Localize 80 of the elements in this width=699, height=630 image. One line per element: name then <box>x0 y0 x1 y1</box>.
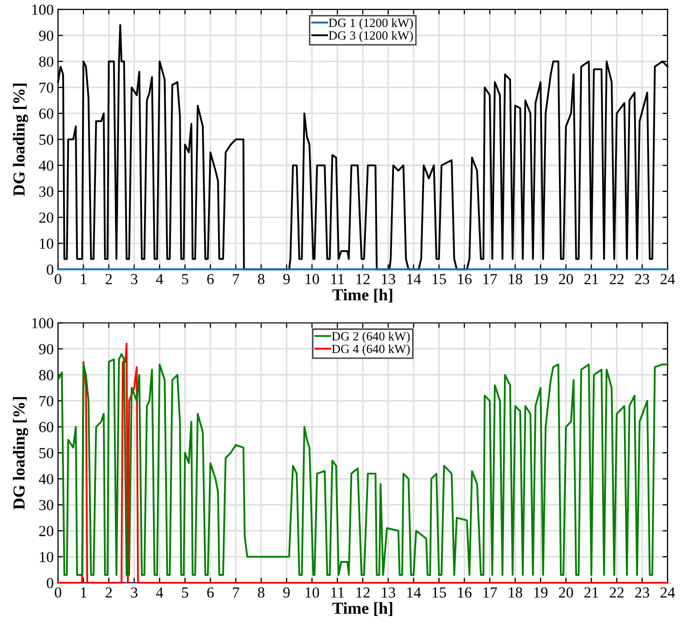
x-tick-label: 3 <box>131 274 138 284</box>
x-tick-label: 7 <box>232 588 240 598</box>
y-tick-label: 90 <box>39 344 54 354</box>
x-tick-label: 0 <box>54 274 62 284</box>
x-tick-label: 5 <box>182 588 188 598</box>
x-tick-label: 11 <box>331 587 344 598</box>
x-tick-label: 9 <box>283 587 290 598</box>
y-tick-label: 100 <box>32 318 54 328</box>
y-tick-label: 90 <box>39 30 54 41</box>
x-tick-label: 19 <box>534 587 548 598</box>
y-tick-label: 10 <box>40 552 54 562</box>
y-tick-label: 0 <box>46 264 54 275</box>
x-tick-label: 10 <box>306 587 320 598</box>
x-tick-label: 3 <box>131 587 138 598</box>
x-tick-label: 1 <box>80 587 86 598</box>
y-tick-label: 70 <box>40 82 54 93</box>
x-tick-label: 5 <box>182 274 188 284</box>
x-tick-label: 21 <box>584 587 598 598</box>
x-tick-label: 4 <box>156 587 164 598</box>
y-tick-label: 20 <box>39 212 54 223</box>
y-axis-title: DG loading [%] <box>12 84 28 196</box>
x-tick-label: 16 <box>458 274 472 284</box>
x-tick-label: 21 <box>584 274 598 284</box>
x-tick-label: 6 <box>207 587 214 598</box>
x-tick-label: 7 <box>232 274 240 284</box>
y-tick-label: 10 <box>40 238 54 249</box>
x-tick-label: 11 <box>331 274 344 284</box>
y-tick-label: 50 <box>39 134 54 145</box>
x-axis-title: Time [h] <box>332 288 392 303</box>
x-tick-label: 14 <box>407 587 421 598</box>
x-tick-label: 22 <box>610 274 624 284</box>
x-tick-label: 15 <box>432 274 446 284</box>
y-tick-label: 80 <box>39 56 54 67</box>
legend-label: DG 2 (640 kW) <box>332 332 410 344</box>
x-tick-label: 8 <box>258 274 264 284</box>
x-tick-label: 12 <box>356 587 370 598</box>
x-tick-label: 24 <box>660 587 675 598</box>
x-tick-label: 2 <box>106 274 112 284</box>
y-tick-label: 70 <box>40 396 54 406</box>
x-tick-label: 20 <box>558 587 574 598</box>
x-tick-label: 18 <box>508 587 522 598</box>
x-tick-label: 22 <box>610 587 624 598</box>
y-tick-label: 80 <box>39 370 54 380</box>
x-tick-label: 4 <box>156 274 164 284</box>
x-tick-label: 10 <box>306 274 320 284</box>
x-tick-label: 13 <box>382 587 396 598</box>
x-tick-label: 6 <box>207 274 214 284</box>
x-tick-label: 14 <box>407 274 421 284</box>
x-tick-label: 16 <box>458 587 472 598</box>
y-axis-title: DG loading [%] <box>12 397 28 510</box>
x-tick-label: 2 <box>106 587 112 598</box>
x-tick-label: 12 <box>356 274 370 284</box>
y-tick-label: 20 <box>39 526 54 536</box>
y-tick-label: 50 <box>39 448 54 458</box>
x-tick-label: 0 <box>54 587 62 598</box>
y-tick-label: 100 <box>32 4 54 15</box>
y-tick-label: 30 <box>39 186 54 197</box>
x-tick-label: 17 <box>483 587 497 598</box>
x-tick-label: 18 <box>508 274 522 284</box>
legend-label: DG 3 (1200 kW) <box>328 30 413 42</box>
x-tick-label: 19 <box>534 274 548 284</box>
y-tick-label: 60 <box>39 422 54 432</box>
legend-label: DG 4 (640 kW) <box>332 344 410 356</box>
y-tick-label: 40 <box>38 474 54 484</box>
x-tick-label: 17 <box>483 274 497 284</box>
y-tick-label: 0 <box>46 578 54 588</box>
x-tick-label: 24 <box>660 274 675 284</box>
x-axis-title: Time [h] <box>332 602 392 616</box>
x-tick-label: 15 <box>432 587 446 598</box>
x-tick-label: 9 <box>283 274 290 284</box>
legend-label: DG 1 (1200 kW) <box>328 18 413 30</box>
x-tick-label: 23 <box>635 587 650 598</box>
y-tick-label: 60 <box>39 108 54 119</box>
x-tick-label: 8 <box>258 587 264 598</box>
x-tick-label: 13 <box>382 274 396 284</box>
y-tick-label: 40 <box>38 160 54 171</box>
y-tick-label: 30 <box>39 500 54 510</box>
x-tick-label: 1 <box>80 274 86 284</box>
x-tick-label: 20 <box>558 274 574 284</box>
x-tick-label: 23 <box>635 274 650 284</box>
